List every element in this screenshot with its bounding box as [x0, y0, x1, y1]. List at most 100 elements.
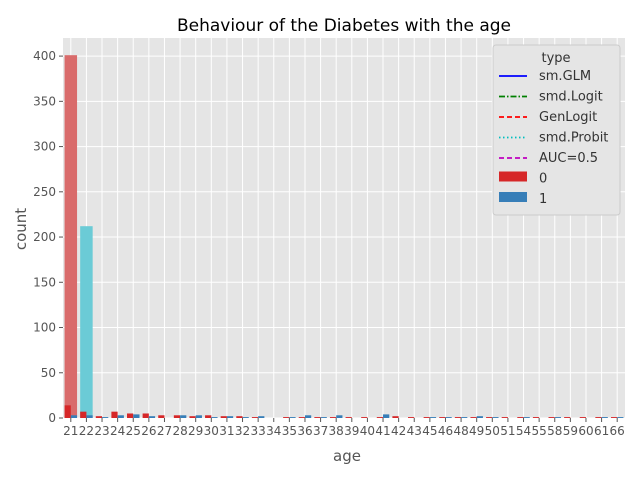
- x-tick-label: 24: [110, 424, 125, 438]
- y-axis-label: count: [12, 208, 30, 250]
- x-tick-label: 25: [126, 424, 141, 438]
- x-tick-label: 28: [172, 424, 187, 438]
- bar-series-0: [501, 417, 508, 418]
- bar-series-1: [461, 417, 468, 418]
- bar-series-0: [64, 405, 71, 418]
- legend-entry-label: AUC=0.5: [539, 151, 598, 166]
- bar-series-1: [336, 415, 343, 418]
- bar-series-0: [361, 417, 368, 418]
- x-ticks: 21 22 23 24 25 26 27 28 29 30 31 32 33 34 35 36 37 38 39 40…: [63, 418, 625, 438]
- x-tick-label: 22: [79, 424, 94, 438]
- x-tick-label: 49: [469, 424, 484, 438]
- bar-series-0: [205, 415, 212, 418]
- bar-series-0: [610, 417, 618, 418]
- y-tick-label: 300: [33, 140, 56, 154]
- bar-series-1: [226, 416, 234, 418]
- bar-series-0: [376, 417, 384, 418]
- bar-series-0: [564, 417, 571, 418]
- legend-bar-swatch: [499, 192, 527, 202]
- legend-bar-swatch: [499, 171, 527, 182]
- bars: [64, 55, 624, 418]
- x-tick-label: 32: [235, 424, 250, 438]
- bar-series-1: [70, 415, 78, 418]
- bar-series-0: [127, 413, 134, 418]
- bar-series-1: [133, 414, 140, 418]
- legend-entry-label: GenLogit: [539, 110, 597, 125]
- bar-series-1: [211, 417, 218, 418]
- bar-series-0: [579, 417, 586, 418]
- bar-series-0: [283, 417, 290, 418]
- x-tick-label: 30: [204, 424, 219, 438]
- bar-series-0: [392, 416, 399, 418]
- x-tick-label: 23: [94, 424, 109, 438]
- bar-series-1: [195, 415, 202, 418]
- x-tick-label: 40: [360, 424, 375, 438]
- x-tick-label: 46: [438, 424, 453, 438]
- bar-series-1: [320, 417, 327, 418]
- bar-series-0: [486, 417, 493, 418]
- x-tick-label: 33: [250, 424, 265, 438]
- legend-entry-label: 1: [539, 192, 547, 207]
- x-tick-label: 61: [594, 424, 609, 438]
- x-tick-label: 37: [313, 424, 328, 438]
- x-tick-label: 43: [407, 424, 422, 438]
- x-tick-label: 42: [391, 424, 406, 438]
- bar-series-0: [408, 417, 415, 418]
- overlay-bar: [64, 55, 78, 418]
- x-tick-label: 66: [610, 424, 625, 438]
- x-tick-label: 31: [219, 424, 234, 438]
- bar-series-1: [476, 416, 483, 418]
- bar-series-0: [173, 415, 181, 418]
- x-tick-label: 21: [63, 424, 78, 438]
- bar-series-1: [492, 417, 499, 418]
- x-tick-label: 51: [500, 424, 515, 438]
- legend-entry-label: smd.Logit: [539, 90, 603, 105]
- bar-series-0: [298, 417, 305, 418]
- bar-series-1: [180, 415, 187, 418]
- x-tick-label: 48: [453, 424, 468, 438]
- bar-series-0: [517, 417, 524, 418]
- bar-series-0: [532, 417, 540, 418]
- x-tick-label: 27: [157, 424, 172, 438]
- chart-title: Behaviour of the Diabetes with the age: [177, 16, 511, 36]
- y-tick-label: 150: [33, 275, 56, 289]
- bar-series-0: [220, 416, 227, 418]
- x-tick-label: 36: [297, 424, 312, 438]
- bar-series-1: [617, 417, 624, 418]
- bar-series-1: [148, 416, 156, 418]
- bar-series-1: [304, 415, 312, 418]
- bar-series-1: [117, 415, 124, 418]
- x-tick-label: 54: [516, 424, 531, 438]
- bar-series-1: [601, 417, 608, 418]
- bar-series-0: [95, 416, 103, 418]
- bar-series-0: [236, 416, 243, 418]
- overlay-bar: [80, 226, 93, 418]
- bar-series-0: [158, 415, 165, 418]
- x-tick-label: 55: [531, 424, 546, 438]
- x-tick-label: 45: [422, 424, 437, 438]
- bar-series-0: [189, 416, 196, 418]
- bar-series-1: [86, 415, 93, 418]
- bar-series-1: [242, 417, 249, 418]
- y-ticks: 0 50 100 150 200 250 300 350 400: [33, 49, 63, 425]
- bar-series-0: [470, 417, 477, 418]
- y-tick-label: 50: [41, 366, 56, 380]
- x-tick-label: 58: [547, 424, 562, 438]
- x-tick-label: 39: [344, 424, 359, 438]
- x-tick-label: 26: [141, 424, 156, 438]
- bar-series-0: [111, 411, 118, 418]
- bar-series-0: [251, 417, 259, 418]
- bar-series-1: [289, 417, 296, 418]
- legend-title: type: [541, 51, 570, 66]
- y-tick-label: 200: [33, 230, 56, 244]
- bar-series-0: [595, 417, 602, 418]
- bar-series-1: [383, 414, 390, 418]
- x-tick-label: 38: [329, 424, 344, 438]
- y-tick-label: 400: [33, 49, 56, 63]
- x-tick-label: 60: [578, 424, 593, 438]
- legend-entry-label: 0: [539, 172, 547, 187]
- bar-series-1: [445, 417, 452, 418]
- bar-series-0: [423, 417, 430, 418]
- bar-series-1: [429, 417, 437, 418]
